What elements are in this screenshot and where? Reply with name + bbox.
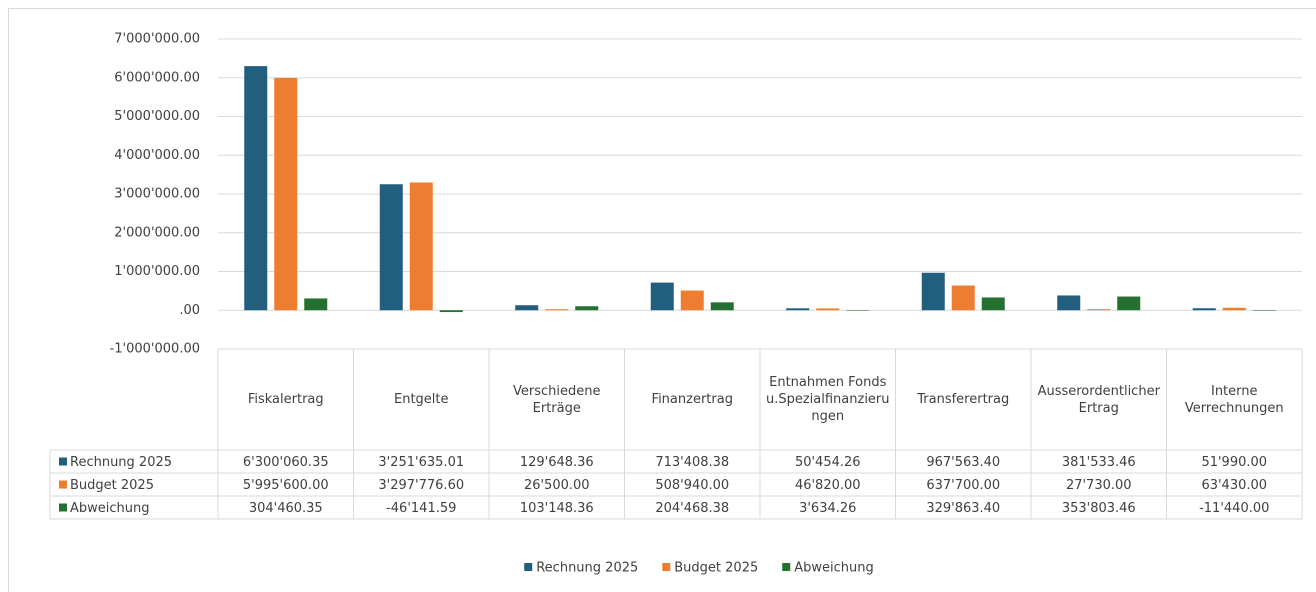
legend-key [59,457,67,466]
y-tick-label: 5'000'000.00 [114,109,200,124]
bar [1222,307,1246,311]
table-value: 26'500.00 [524,478,590,493]
legend-label: Budget 2025 [674,561,758,576]
legend-key [662,563,671,571]
chart-border [8,8,1316,592]
bar [1192,308,1216,311]
legend-key [59,503,67,512]
bar [274,77,298,311]
table-value: 129'648.36 [520,455,594,470]
bar [710,302,734,311]
legend-key [524,563,533,571]
table-value: 63'430.00 [1201,478,1267,493]
table-value: 381'533.46 [1062,455,1136,470]
row-label: Budget 2025 [70,478,154,493]
category-label: Entnahmen Fonds u.Spezialfinanzierungen [765,375,890,424]
bar [1252,310,1276,311]
row-label: Rechnung 2025 [70,455,172,470]
table-value: 304'460.35 [249,501,323,516]
bar [951,285,975,311]
bar [921,272,945,311]
table-value: 46'820.00 [795,478,861,493]
table-value: 6'300'060.35 [243,455,329,470]
table-value: 637'700.00 [926,478,1000,493]
legend-label: Abweichung [794,561,874,576]
category-label: Transferertrag [917,392,1010,407]
bar [439,310,463,313]
y-tick-label: -1'000'000.00 [110,342,200,357]
bar [575,306,599,311]
bar [545,309,569,311]
table-value: 508'940.00 [655,478,729,493]
y-tick-label: 1'000'000.00 [114,264,200,279]
bar [244,66,268,311]
table-value: 3'634.26 [799,501,856,516]
table-value: 5'995'600.00 [243,478,329,493]
table-value: 51'990.00 [1201,455,1267,470]
legend-key [59,480,67,489]
bar [379,184,403,311]
table-value: 103'148.36 [520,501,594,516]
y-tick-label: 2'000'000.00 [114,225,200,240]
category-label: Fiskalertrag [247,392,324,407]
category-label: Finanzertrag [651,392,733,407]
bar [680,290,704,311]
table-value: 967'563.40 [926,455,1000,470]
y-tick-label: 4'000'000.00 [114,148,200,163]
bar [515,305,539,311]
bar [409,182,433,311]
table-value: 27'730.00 [1066,478,1132,493]
bar [1057,295,1081,311]
bar [981,297,1005,311]
table-value: 3'251'635.01 [378,455,464,470]
table-value: 50'454.26 [795,455,861,470]
y-tick-label: .00 [179,303,200,318]
row-label: Abweichung [70,501,150,516]
y-tick-label: 7'000'000.00 [114,32,200,47]
table-value: 3'297'776.60 [378,478,464,493]
y-tick-label: 6'000'000.00 [114,70,200,85]
category-label: Verschiedene Erträge [513,383,601,416]
bar [1087,309,1111,311]
bar [816,308,840,311]
bar [846,310,870,311]
bar [786,308,810,311]
bar [1117,296,1141,311]
table-value: -46'141.59 [386,501,456,516]
category-label: Interne Verrechnungen [1184,383,1284,416]
bar [304,298,328,311]
legend-key [782,563,791,571]
table-value: 329'863.40 [926,501,1000,516]
table-value: 204'468.38 [655,501,729,516]
category-label: Entgelte [393,392,449,407]
legend-label: Rechnung 2025 [536,561,638,576]
bar [650,282,674,311]
table-value: 353'803.46 [1062,501,1136,516]
table-value: -11'440.00 [1199,501,1269,516]
category-label: Ausserordentlicher Ertrag [1037,383,1160,416]
y-tick-label: 3'000'000.00 [114,187,200,202]
table-value: 713'408.38 [655,455,729,470]
